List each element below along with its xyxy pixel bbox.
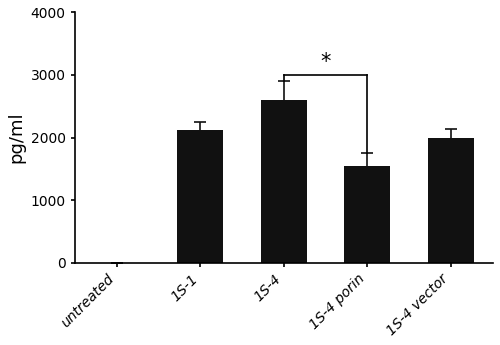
Bar (178, 130, 223, 263)
Bar (428, 138, 474, 263)
Y-axis label: pg/ml: pg/ml (7, 112, 25, 163)
Text: *: * (320, 52, 331, 72)
Bar (261, 100, 307, 263)
Bar (344, 166, 391, 263)
